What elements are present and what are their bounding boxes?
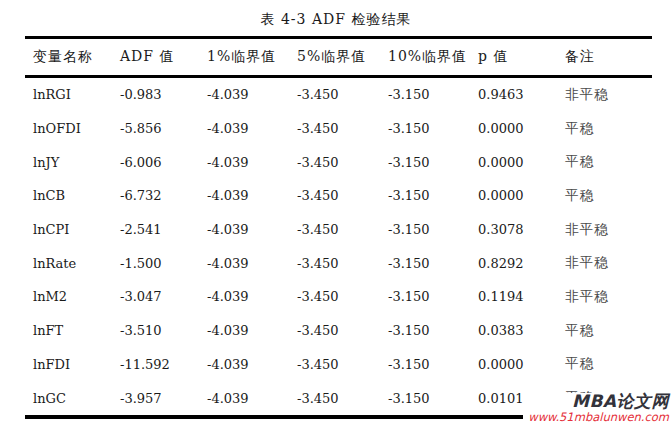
cell-p: 0.9463 (478, 87, 565, 102)
cell-p: 0.0383 (478, 323, 565, 338)
cell-adf: -5.856 (120, 121, 207, 136)
cell-crit10: -3.150 (388, 222, 478, 237)
cell-variable: lnCB (33, 188, 120, 203)
cell-p: 0.0000 (478, 155, 565, 170)
cell-variable: lnM2 (33, 289, 120, 304)
cell-adf: -6.732 (120, 188, 207, 203)
cell-crit1: -4.039 (207, 188, 297, 203)
cell-crit5: -3.450 (297, 222, 388, 237)
header-remark: 备注 (565, 48, 652, 66)
cell-variable: lnCPI (33, 222, 120, 237)
cell-crit10: -3.150 (388, 391, 478, 406)
cell-remark: 非平稳 (565, 288, 652, 306)
cell-crit10: -3.150 (388, 323, 478, 338)
cell-crit10: -3.150 (388, 87, 478, 102)
cell-crit10: -3.150 (388, 155, 478, 170)
cell-variable: lnOFDI (33, 121, 120, 136)
cell-crit5: -3.450 (297, 256, 388, 271)
header-critical-1pct: 1%临界值 (207, 48, 297, 66)
header-critical-10pct: 10%临界值 (388, 48, 478, 66)
table-header-row: 变量名称 ADF 值 1%临界值 5%临界值 10%临界值 p 值 备注 (25, 39, 652, 78)
cell-crit5: -3.450 (297, 357, 388, 372)
table-title: 表 4-3 ADF 检验结果 (0, 11, 672, 29)
cell-crit5: -3.450 (297, 121, 388, 136)
table-body: lnRGI-0.983-4.039-3.450-3.1500.9463非平稳ln… (25, 78, 652, 415)
cell-variable: lnRGI (33, 87, 120, 102)
cell-adf: -1.500 (120, 256, 207, 271)
table-row: lnCB-6.732-4.039-3.450-3.1500.0000平稳 (25, 179, 652, 213)
cell-crit1: -4.039 (207, 357, 297, 372)
header-p-value: p 值 (478, 48, 565, 66)
table-row: lnCPI-2.541-4.039-3.450-3.1500.3078非平稳 (25, 213, 652, 247)
cell-crit5: -3.450 (297, 323, 388, 338)
table-row: lnRate-1.500-4.039-3.450-3.1500.8292非平稳 (25, 246, 652, 280)
cell-variable: lnJY (33, 155, 120, 170)
table-row: lnM2-3.047-4.039-3.450-3.1500.1194非平稳 (25, 280, 652, 314)
cell-p: 0.0000 (478, 357, 565, 372)
cell-remark: 平稳 (565, 322, 652, 340)
cell-crit1: -4.039 (207, 155, 297, 170)
watermark-site-url: www.51mbalunwen.com (528, 411, 669, 423)
cell-crit1: -4.039 (207, 289, 297, 304)
cell-p: 0.8292 (478, 256, 565, 271)
watermark-site-name: MBA论文网 (528, 393, 669, 411)
cell-crit10: -3.150 (388, 289, 478, 304)
cell-crit5: -3.450 (297, 289, 388, 304)
cell-variable: lnFDI (33, 357, 120, 372)
cell-crit5: -3.450 (297, 188, 388, 203)
cell-crit5: -3.450 (297, 391, 388, 406)
cell-remark: 平稳 (565, 187, 652, 205)
cell-adf: -3.957 (120, 391, 207, 406)
table-row: lnRGI-0.983-4.039-3.450-3.1500.9463非平稳 (25, 78, 652, 112)
document-page: 表 4-3 ADF 检验结果 变量名称 ADF 值 1%临界值 5%临界值 10… (0, 0, 672, 424)
cell-p: 0.0000 (478, 188, 565, 203)
cell-crit1: -4.039 (207, 222, 297, 237)
cell-crit10: -3.150 (388, 357, 478, 372)
cell-crit10: -3.150 (388, 188, 478, 203)
cell-variable: lnRate (33, 256, 120, 271)
cell-remark: 非平稳 (565, 86, 652, 104)
table-row: lnOFDI-5.856-4.039-3.450-3.1500.0000平稳 (25, 112, 652, 146)
cell-variable: lnGC (33, 391, 120, 406)
cell-crit1: -4.039 (207, 323, 297, 338)
cell-crit10: -3.150 (388, 256, 478, 271)
cell-adf: -0.983 (120, 87, 207, 102)
cell-adf: -6.006 (120, 155, 207, 170)
header-adf-value: ADF 值 (120, 48, 207, 66)
cell-remark: 平稳 (565, 355, 652, 373)
cell-p: 0.1194 (478, 289, 565, 304)
cell-adf: -11.592 (120, 357, 207, 372)
cell-p: 0.3078 (478, 222, 565, 237)
watermark: MBA论文网 www.51mbalunwen.com (523, 393, 669, 423)
cell-adf: -3.047 (120, 289, 207, 304)
cell-remark: 非平稳 (565, 254, 652, 272)
adf-results-table: 变量名称 ADF 值 1%临界值 5%临界值 10%临界值 p 值 备注 lnR… (25, 36, 652, 419)
cell-remark: 平稳 (565, 120, 652, 138)
cell-crit1: -4.039 (207, 87, 297, 102)
cell-crit1: -4.039 (207, 391, 297, 406)
cell-remark: 平稳 (565, 153, 652, 171)
table-row: lnFT-3.510-4.039-3.450-3.1500.0383平稳 (25, 314, 652, 348)
cell-crit1: -4.039 (207, 256, 297, 271)
table-row: lnFDI-11.592-4.039-3.450-3.1500.0000平稳 (25, 348, 652, 382)
cell-crit10: -3.150 (388, 121, 478, 136)
table-row: lnJY-6.006-4.039-3.450-3.1500.0000平稳 (25, 145, 652, 179)
cell-p: 0.0000 (478, 121, 565, 136)
cell-remark: 非平稳 (565, 221, 652, 239)
header-variable-name: 变量名称 (33, 48, 120, 66)
cell-adf: -2.541 (120, 222, 207, 237)
cell-crit5: -3.450 (297, 87, 388, 102)
header-critical-5pct: 5%临界值 (297, 48, 388, 66)
cell-crit1: -4.039 (207, 121, 297, 136)
cell-crit5: -3.450 (297, 155, 388, 170)
cell-variable: lnFT (33, 323, 120, 338)
cell-adf: -3.510 (120, 323, 207, 338)
